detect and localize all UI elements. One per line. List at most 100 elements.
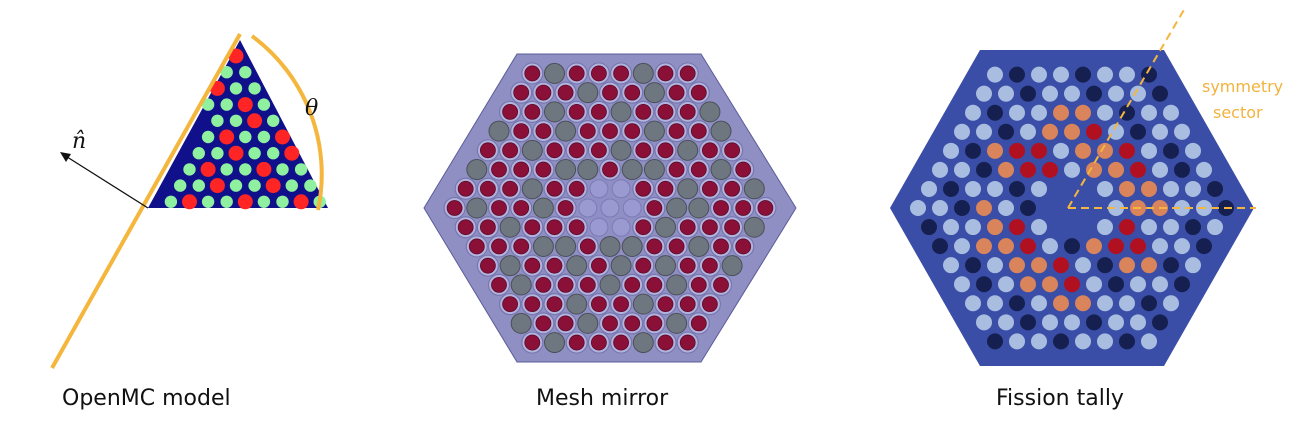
- fuel-pin-green: [183, 163, 196, 176]
- mesh-fuel-pin: [524, 334, 541, 351]
- tally-pin-low: [1152, 123, 1168, 140]
- tally-pin-empty: [1163, 142, 1179, 159]
- tally-pin-low: [1064, 314, 1080, 331]
- tally-pin-low: [932, 161, 948, 178]
- tally-pin-mid: [1042, 276, 1058, 293]
- fuel-pin-green: [220, 163, 233, 176]
- mesh-guide-tube: [510, 274, 532, 296]
- mesh-guide-tube: [743, 178, 765, 200]
- tally-pin-low: [943, 142, 959, 159]
- mesh-fuel-pin: [546, 257, 563, 274]
- mesh-fuel-pin: [513, 84, 530, 101]
- normal-vector-arrowhead: [60, 152, 71, 162]
- mesh-guide-tube: [555, 235, 577, 257]
- tally-pin-empty: [943, 180, 959, 197]
- mesh-fuel-pin: [491, 277, 507, 293]
- tally-pin-empty: [1009, 295, 1025, 312]
- fuel-pin-green: [220, 66, 233, 79]
- tally-pin-low: [1174, 123, 1190, 140]
- fuel-pin-green: [192, 179, 205, 192]
- mesh-center-cell: [622, 198, 642, 218]
- fuel-pin-green: [201, 130, 215, 144]
- mesh-fuel-pin: [635, 180, 652, 197]
- mesh-fuel-pin: [446, 200, 463, 216]
- fuel-pin-green: [229, 179, 243, 192]
- tally-pin-mid: [1119, 257, 1135, 274]
- mesh-fuel-pin: [757, 200, 774, 216]
- tally-pin-low: [1152, 276, 1168, 293]
- mesh-fuel-pin: [591, 296, 607, 313]
- mesh-guide-tube: [655, 255, 676, 277]
- mesh-fuel-pin: [535, 277, 552, 293]
- mesh-guide-tube: [599, 235, 621, 257]
- tally-pin-low: [1163, 180, 1179, 197]
- mesh-guide-tube: [699, 101, 721, 123]
- mesh-fuel-pin: [735, 238, 752, 255]
- tally-pin-mid: [1097, 142, 1113, 159]
- tally-pin-low: [1196, 161, 1212, 178]
- tally-pin-low: [1064, 161, 1080, 178]
- tally-pin-mid: [987, 219, 1003, 236]
- mesh-fuel-pin: [690, 123, 707, 139]
- tally-pin-mid: [1075, 104, 1091, 121]
- fuel-pin-green: [164, 195, 178, 208]
- tally-pin-empty: [1053, 333, 1069, 350]
- tally-pin-empty: [921, 219, 937, 236]
- tally-pin-high: [1042, 161, 1058, 178]
- tally-pin-low: [1130, 85, 1146, 102]
- fuel-pin-green: [211, 147, 224, 160]
- mesh-fuel-pin: [668, 84, 685, 101]
- tally-pin-low: [1042, 238, 1058, 255]
- tally-pin-mid: [1053, 104, 1069, 121]
- fuel-pin-red: [237, 194, 253, 210]
- mesh-guide-tube: [655, 216, 676, 238]
- mesh-fuel-pin: [690, 315, 707, 332]
- tally-pin-high: [1009, 219, 1025, 236]
- fuel-pin-green: [220, 98, 233, 111]
- mesh-fuel-pin: [646, 200, 663, 216]
- tally-pin-low: [1009, 104, 1025, 121]
- mesh-guide-tube: [643, 120, 665, 142]
- mesh-fuel-pin: [702, 257, 718, 274]
- tally-pin-low: [1031, 104, 1047, 121]
- mesh-guide-tube: [621, 235, 643, 257]
- tally-pin-low: [1031, 219, 1047, 236]
- tally-pin-low: [965, 180, 981, 197]
- mesh-fuel-pin: [602, 84, 618, 101]
- fuel-pin-lattice: [164, 48, 326, 210]
- tally-pin-high: [1031, 142, 1047, 159]
- fuel-pin-green: [257, 98, 271, 111]
- tally-pin-mid: [1020, 276, 1036, 293]
- fuel-pin-green: [201, 195, 215, 208]
- tally-pin-mid: [1108, 161, 1124, 178]
- mesh-fuel-pin: [679, 103, 696, 120]
- fuel-pin-green: [285, 179, 298, 192]
- tally-pin-empty: [1174, 161, 1190, 178]
- tally-pin-empty: [1075, 66, 1091, 83]
- mesh-guide-tube: [544, 101, 565, 123]
- mesh-fuel-pin: [535, 84, 552, 101]
- mesh-fuel-pin: [491, 161, 507, 178]
- mesh-fuel-pin: [657, 65, 674, 82]
- mesh-fuel-pin: [613, 334, 629, 351]
- mesh-fuel-pin: [557, 315, 574, 332]
- tally-pin-empty: [1097, 257, 1113, 274]
- tally-pin-empty: [1108, 276, 1124, 293]
- tally-pin-low: [1031, 295, 1047, 312]
- tally-pin-high: [1119, 219, 1135, 236]
- fuel-pin-green: [276, 163, 289, 176]
- tally-pin-empty: [1009, 66, 1025, 83]
- mesh-fuel-pin: [502, 142, 519, 159]
- mesh-fuel-pin: [568, 103, 585, 120]
- tally-pin-low: [1163, 104, 1179, 121]
- mesh-fuel-pin: [679, 257, 696, 274]
- tally-pin-low: [1097, 295, 1113, 312]
- tally-pin-low: [1119, 66, 1135, 83]
- mesh-fuel-pin: [546, 142, 563, 159]
- fuel-pin-red: [200, 161, 216, 177]
- tally-pin-low: [1031, 333, 1047, 350]
- mesh-guide-tube: [521, 178, 543, 200]
- tally-pin-low: [1141, 142, 1157, 159]
- mesh-guide-tube: [666, 197, 688, 219]
- symmetry-plane-line: [50, 33, 242, 369]
